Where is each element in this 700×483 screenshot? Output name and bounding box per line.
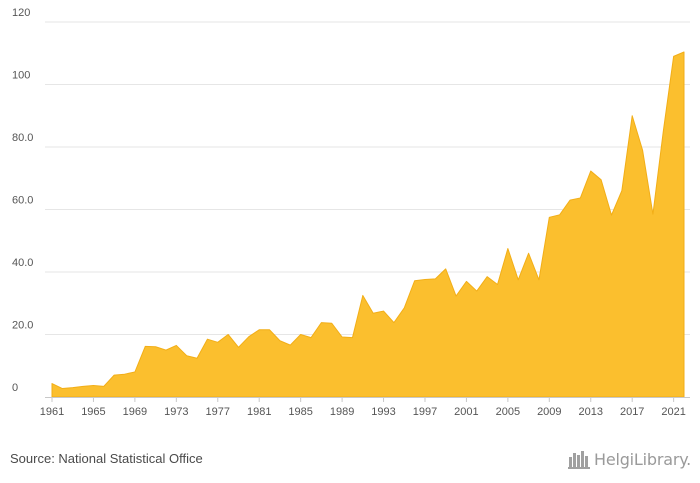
y-tick-label: 80.0 bbox=[12, 132, 33, 144]
x-tick-label: 1993 bbox=[371, 406, 395, 418]
x-tick-label: 1973 bbox=[164, 406, 188, 418]
y-tick-label: 120 bbox=[12, 7, 30, 19]
x-tick-labels: 1961 1965 1969 1973 1977 1981 1985 1989 1993 1997… bbox=[40, 397, 686, 418]
x-tick-label: 1989 bbox=[330, 406, 354, 418]
y-tick-label: 20.0 bbox=[12, 320, 33, 332]
area-series bbox=[51, 51, 685, 398]
x-tick-label: 1977 bbox=[206, 406, 230, 418]
x-tick-label: 1961 bbox=[40, 406, 64, 418]
helgi-buildings-icon bbox=[568, 451, 590, 469]
x-tick-label: 1981 bbox=[247, 406, 271, 418]
area-chart: 0 20.0 40.0 60.0 80.0 100 120 1961 1965 1969 1973… bbox=[12, 7, 690, 418]
x-tick-label: 2001 bbox=[454, 406, 478, 418]
x-tick-label: 2013 bbox=[579, 406, 603, 418]
y-axis: 0 20.0 40.0 60.0 80.0 100 120 bbox=[12, 7, 33, 394]
x-tick-label: 2017 bbox=[620, 406, 644, 418]
source-note: Source: National Statistical Office bbox=[10, 451, 203, 466]
x-tick-label: 1969 bbox=[123, 406, 147, 418]
y-tick-label: 40.0 bbox=[12, 257, 33, 269]
y-tick-label: 0 bbox=[12, 382, 18, 394]
x-tick-label: 2005 bbox=[496, 406, 520, 418]
x-tick-label: 1997 bbox=[413, 406, 437, 418]
y-tick-label: 100 bbox=[12, 70, 30, 82]
x-tick-label: 1965 bbox=[81, 406, 105, 418]
logo-text: HelgiLibrary. bbox=[594, 449, 692, 469]
y-tick-label: 60.0 bbox=[12, 195, 33, 207]
helgi-library-logo[interactable]: HelgiLibrary. bbox=[568, 448, 691, 470]
x-tick-label: 2009 bbox=[537, 406, 561, 418]
x-tick-label: 2021 bbox=[661, 406, 685, 418]
x-tick-label: 1985 bbox=[288, 406, 312, 418]
series-group bbox=[51, 51, 685, 398]
